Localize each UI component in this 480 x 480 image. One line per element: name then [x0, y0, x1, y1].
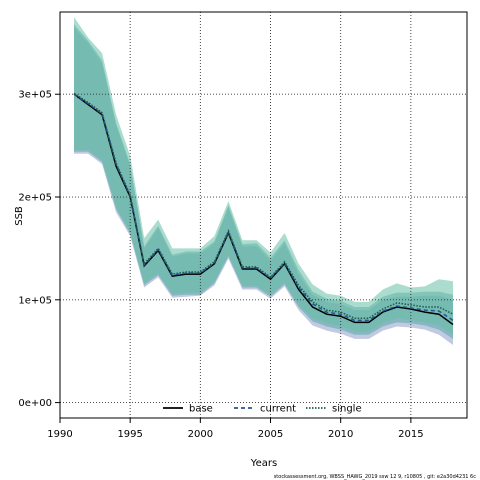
line-single [73, 92, 454, 320]
x-axis-title: Years [250, 458, 277, 469]
x-tick-label-1995: 1995 [117, 429, 142, 440]
legend-label-base: base [189, 404, 213, 415]
confidence-bands [74, 17, 453, 346]
legend: base current single [163, 404, 362, 415]
x-tick-label-2010: 2010 [328, 429, 353, 440]
x-axis: 1990 1995 2000 2005 2010 2015 [47, 418, 424, 440]
y-tick-label-3: 3e+05 [18, 90, 52, 101]
y-tick-label-2: 2e+05 [18, 193, 52, 204]
y-tick-label-1: 1e+05 [18, 295, 52, 306]
x-tick-label-1990: 1990 [47, 429, 72, 440]
x-tick-label-2015: 2015 [398, 429, 423, 440]
legend-label-single: single [332, 404, 362, 415]
x-tick-label-2000: 2000 [188, 429, 213, 440]
legend-label-current: current [260, 404, 296, 415]
series-lines [73, 92, 454, 326]
y-tick-label-0: 0e+00 [18, 398, 52, 409]
y-axis: 0e+00 1e+05 2e+05 3e+05 [18, 90, 60, 409]
footer-text: stockassessment.org, WBSS_HAWG_2019 ssw … [274, 474, 477, 480]
plot-frame [59, 11, 468, 419]
y-axis-title: SSB [14, 206, 25, 226]
gridlines [59, 12, 467, 418]
band-single [74, 17, 453, 335]
line-current [73, 93, 454, 322]
x-tick-label-2005: 2005 [258, 429, 283, 440]
